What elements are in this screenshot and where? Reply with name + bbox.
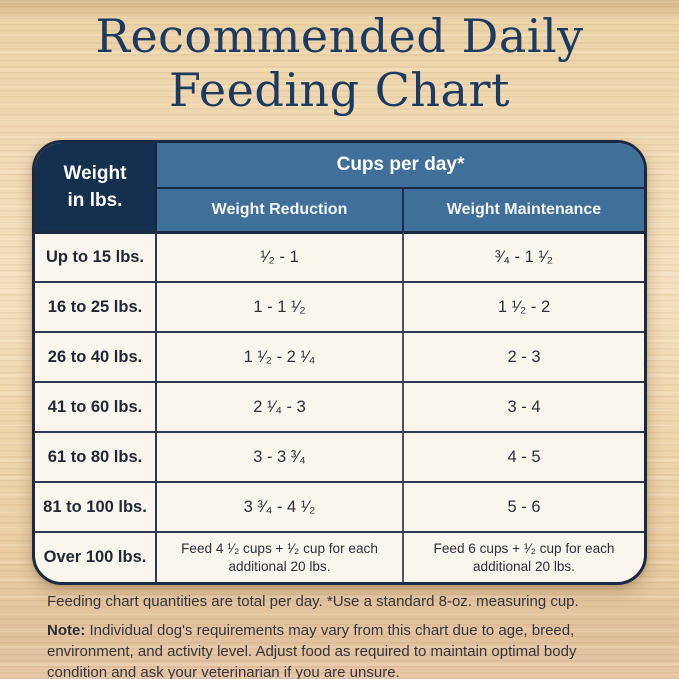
weight-range-cell: 61 to 80 lbs. [35, 431, 157, 481]
note-label: Note: [47, 622, 86, 639]
page-title: Recommended Daily Feeding Chart [0, 9, 679, 117]
maintenance-value-cell: ³⁄₄ - 1 ¹⁄₂ [404, 231, 644, 281]
reduction-value-cell: 2 ¹⁄₄ - 3 [157, 381, 404, 431]
weight-range-cell: 26 to 40 lbs. [35, 331, 157, 381]
footer: Feeding chart quantities are total per d… [47, 592, 639, 679]
weight-range-cell: 81 to 100 lbs. [35, 481, 157, 531]
weight-column-header: Weight in lbs. [35, 143, 157, 231]
reduction-value-cell: 1 ¹⁄₂ - 2 ¹⁄₄ [157, 331, 404, 381]
page-title-line2: Feeding Chart [169, 63, 510, 117]
maintenance-value-cell: 1 ¹⁄₂ - 2 [404, 281, 644, 331]
note-text: Individual dog's requirements may vary f… [47, 622, 577, 679]
maintenance-value-cell: Feed 6 cups + ¹⁄₂ cup for each additiona… [404, 531, 644, 582]
weight-range-cell: Over 100 lbs. [35, 531, 157, 582]
reduction-value-cell: 3 ³⁄₄ - 4 ¹⁄₂ [157, 481, 404, 531]
maintenance-value-cell: 5 - 6 [404, 481, 644, 531]
weight-range-cell: Up to 15 lbs. [35, 231, 157, 281]
reduction-value-cell: Feed 4 ¹⁄₂ cups + ¹⁄₂ cup for each addit… [157, 531, 404, 582]
maintenance-value-cell: 3 - 4 [404, 381, 644, 431]
cups-per-day-header: Cups per day* [157, 143, 644, 189]
weight-maintenance-column-header: Weight Maintenance [404, 189, 644, 231]
reduction-value-cell: 1 - 1 ¹⁄₂ [157, 281, 404, 331]
footnote-measuring-cup: Feeding chart quantities are total per d… [47, 593, 579, 610]
reduction-value-cell: 3 - 3 ³⁄₄ [157, 431, 404, 481]
weight-range-cell: 41 to 60 lbs. [35, 381, 157, 431]
page-title-line1: Recommended Daily [95, 9, 584, 63]
weight-reduction-column-header: Weight Reduction [157, 189, 404, 231]
reduction-value-cell: ¹⁄₂ - 1 [157, 231, 404, 281]
feeding-chart-table: Weight in lbs. Cups per day* Weight Redu… [32, 140, 647, 585]
weight-range-cell: 16 to 25 lbs. [35, 281, 157, 331]
maintenance-value-cell: 4 - 5 [404, 431, 644, 481]
footnote-note: Note: Individual dog's requirements may … [47, 620, 639, 679]
maintenance-value-cell: 2 - 3 [404, 331, 644, 381]
